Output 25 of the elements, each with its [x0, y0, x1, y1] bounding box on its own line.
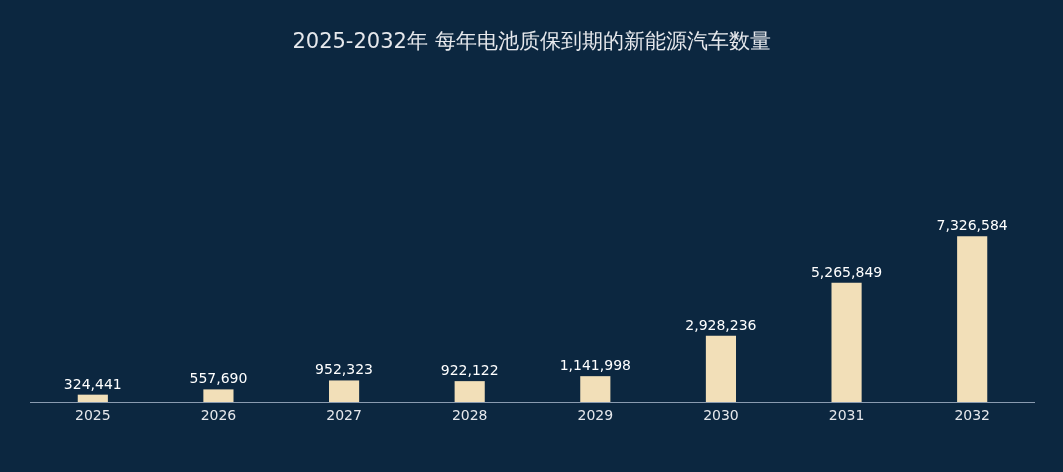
data-label: 557,690: [189, 370, 248, 387]
data-label: 2,928,236: [685, 316, 757, 333]
bar: [77, 394, 108, 402]
data-label: 922,122: [440, 362, 499, 379]
x-tick-label: 2025: [74, 406, 111, 423]
x-tick-label: 2030: [703, 406, 739, 423]
bar: [957, 236, 988, 402]
data-label: 5,265,849: [810, 263, 883, 280]
bar: [454, 381, 485, 402]
x-tick-label: 2026: [200, 406, 237, 423]
x-tick-label: 2032: [954, 406, 991, 423]
data-label: 952,323: [315, 361, 374, 378]
data-label: 1,141,998: [559, 357, 631, 374]
bar: [831, 282, 862, 402]
data-label: 324,441: [63, 375, 122, 392]
chart-title: 2025-2032年 每年电池质保到期的新能源汽车数量: [292, 28, 771, 53]
bar: [203, 389, 234, 402]
bar: [328, 380, 360, 402]
data-label: 7,326,584: [936, 217, 1008, 234]
x-tick-label: 2027: [326, 406, 362, 423]
x-tick-label: 2029: [577, 406, 614, 423]
bar: [580, 376, 611, 402]
x-tick-label: 2031: [828, 406, 865, 423]
x-tick-label: 2028: [451, 406, 488, 423]
bar: [705, 335, 737, 402]
